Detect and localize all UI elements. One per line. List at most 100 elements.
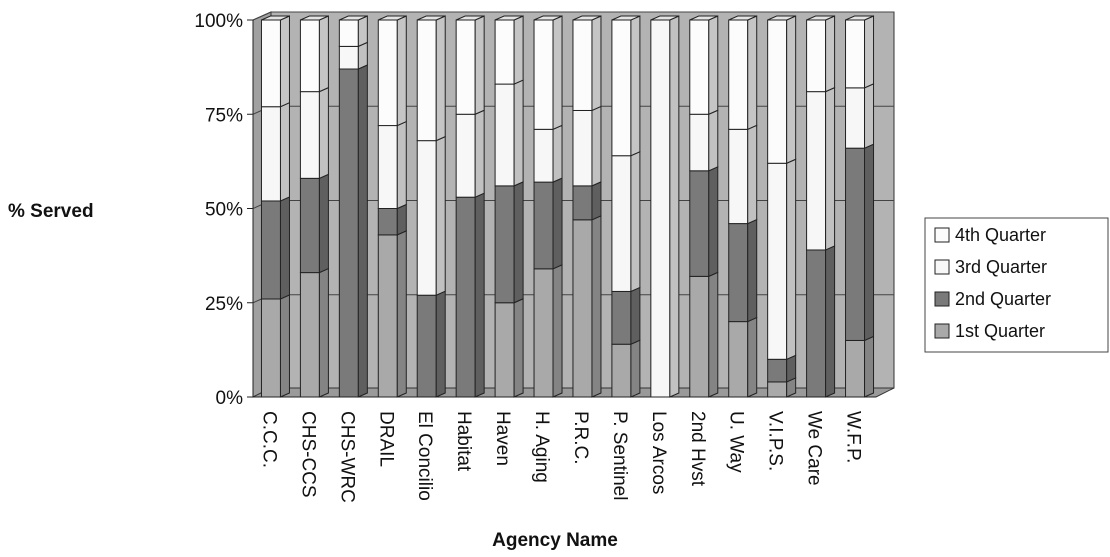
bar-front: [455, 19, 476, 115]
bar-front: [299, 177, 320, 274]
bar-side: [708, 271, 719, 398]
bar-segment: [377, 203, 407, 236]
bar-front: [767, 381, 788, 398]
bar-side: [825, 15, 836, 93]
bar-side: [708, 109, 719, 172]
bar-top: [728, 15, 757, 21]
bar-top: [300, 15, 329, 21]
bar-segment: [455, 15, 485, 116]
bar-front: [689, 275, 710, 398]
bar-segment: [533, 124, 563, 183]
bar-front: [416, 19, 437, 142]
bar-top: [806, 15, 835, 21]
bar-front: [299, 91, 320, 179]
bar-front: [377, 234, 398, 398]
bar-front: [572, 109, 593, 187]
bar-side: [318, 173, 329, 274]
bar-segment: [650, 15, 680, 398]
bar-side: [396, 230, 407, 398]
bar-segment: [845, 335, 875, 398]
y-axis-title: % Served: [8, 201, 94, 222]
bar-top: [650, 15, 680, 21]
bar-front: [260, 298, 281, 398]
bar-segment: [260, 101, 290, 202]
legend-swatch: [934, 227, 950, 243]
x-category-label: C.C.C.: [258, 411, 279, 468]
x-category-label: DRAIL: [375, 411, 396, 467]
legend-swatch: [934, 323, 950, 339]
bar-side: [318, 86, 329, 180]
bar-segment: [416, 135, 446, 296]
x-category-label: V.I.P.S.: [765, 411, 786, 471]
bar-top: [417, 15, 446, 21]
bar-segment: [455, 192, 485, 398]
bar-side: [591, 15, 602, 112]
bar-front: [611, 290, 632, 345]
bar-front: [338, 19, 359, 47]
bar-side: [396, 120, 407, 210]
bar-side: [591, 215, 602, 398]
bar-segment: [533, 264, 563, 398]
bar-segment: [806, 245, 836, 398]
bar-segment: [299, 267, 329, 398]
bar-front: [728, 19, 749, 130]
bar-front: [845, 19, 866, 89]
bar-front: [767, 19, 788, 164]
y-axis-ticks: 0% 25% 50% 75% 100%: [194, 11, 253, 409]
bar-front: [689, 19, 710, 115]
bar-segment: [806, 86, 836, 251]
bar-front: [455, 196, 476, 398]
bar-front: [260, 19, 281, 108]
bar-segment: [845, 83, 875, 149]
gridline-side: [252, 11, 272, 21]
bar-side: [786, 15, 797, 165]
y-tick-label: 50%: [205, 200, 243, 221]
x-category-label: Habitat: [453, 411, 474, 472]
bar-side: [825, 245, 836, 398]
bar-segment: [845, 143, 875, 342]
bar-front: [845, 147, 866, 341]
bar-front: [260, 200, 281, 300]
bar-side: [708, 15, 719, 116]
bar-side: [630, 15, 641, 157]
bar-front: [611, 19, 632, 157]
bar-segment: [689, 15, 719, 116]
bar-front: [845, 339, 866, 398]
bar-front: [338, 68, 359, 398]
bar-front: [533, 268, 554, 398]
bar-segment: [377, 120, 407, 210]
bar-front: [611, 343, 632, 398]
bar-segment: [338, 64, 368, 398]
bar-top: [339, 15, 368, 21]
x-category-label: P.R.C.: [570, 411, 591, 465]
bar-segment: [572, 105, 602, 187]
bar-front: [767, 162, 788, 360]
bar-front: [845, 87, 866, 149]
bar-segment: [572, 215, 602, 398]
y-tick-label: 25%: [205, 294, 243, 315]
y-tick-label: 75%: [205, 105, 243, 126]
bar-side: [279, 294, 290, 398]
bar-side: [864, 143, 875, 342]
bar-front: [689, 113, 710, 172]
x-axis-category-labels: C.C.C. CHS-CCS CHS-WRC DRAIL El Concilio Habi…: [258, 411, 863, 503]
bar-side: [747, 316, 758, 398]
bars: [260, 15, 875, 398]
bar-front: [728, 223, 749, 323]
x-category-label: We Care: [804, 411, 825, 486]
bar-side: [552, 264, 563, 398]
bar-front: [494, 302, 515, 398]
bar-side: [864, 83, 875, 149]
bar-segment: [611, 339, 641, 398]
bar-front: [494, 185, 515, 304]
bar-segment: [572, 15, 602, 112]
legend-label: 3rd Quarter: [955, 257, 1047, 277]
bar-side: [435, 15, 446, 142]
x-category-label: CHS-WRC: [336, 411, 357, 503]
bar-front: [299, 19, 320, 93]
bar-segment: [689, 271, 719, 398]
bar-segment: [728, 124, 758, 225]
legend-box: [924, 217, 1109, 353]
bar-side: [513, 15, 524, 85]
